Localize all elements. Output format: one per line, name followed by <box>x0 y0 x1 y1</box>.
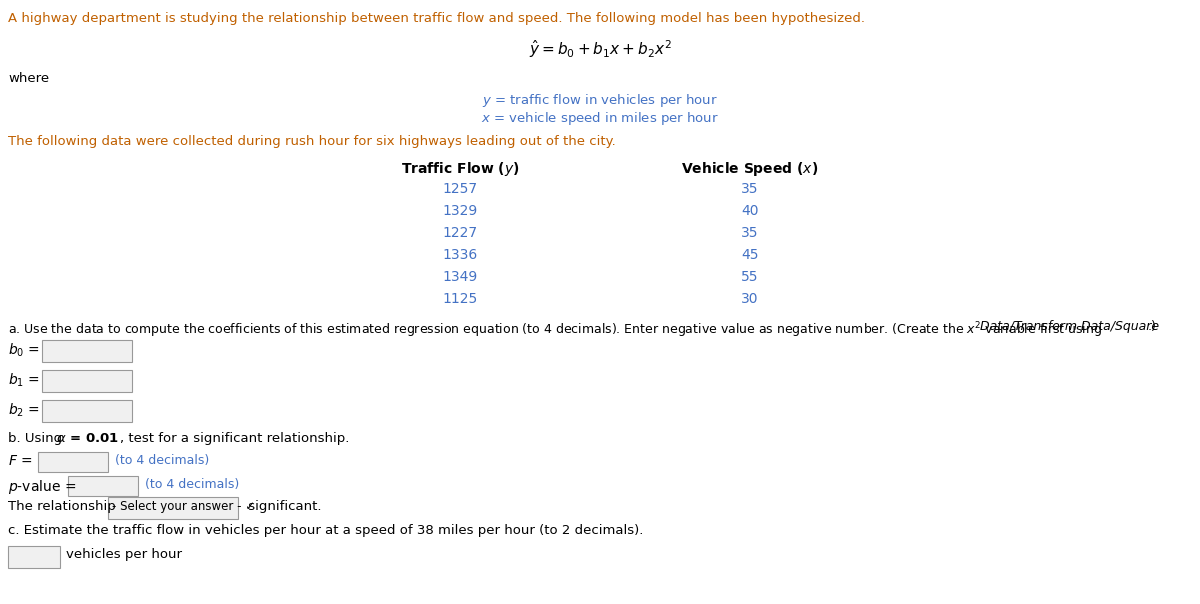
Text: $p$-value =: $p$-value = <box>8 478 77 496</box>
Text: (to 4 decimals): (to 4 decimals) <box>115 454 209 467</box>
Text: $b_0$ =: $b_0$ = <box>8 342 40 359</box>
Text: a. Use the data to compute the coefficients of this estimated regression equatio: a. Use the data to compute the coefficie… <box>8 320 1103 339</box>
Text: 1257: 1257 <box>443 182 478 196</box>
Text: Data/Transform Data/Square: Data/Transform Data/Square <box>980 320 1159 333</box>
Text: 30: 30 <box>742 292 758 306</box>
Text: Traffic Flow ($y$): Traffic Flow ($y$) <box>401 160 520 178</box>
Text: $\hat{y} = b_0 + b_1 x + b_2 x^2$: $\hat{y} = b_0 + b_1 x + b_2 x^2$ <box>529 38 671 60</box>
FancyBboxPatch shape <box>42 370 132 392</box>
Text: $y$ = traffic flow in vehicles per hour: $y$ = traffic flow in vehicles per hour <box>482 92 718 109</box>
FancyBboxPatch shape <box>38 452 108 472</box>
Text: vehicles per hour: vehicles per hour <box>66 548 182 561</box>
Text: significant.: significant. <box>244 500 322 513</box>
Text: 45: 45 <box>742 248 758 262</box>
Text: 35: 35 <box>742 226 758 240</box>
Text: 40: 40 <box>742 204 758 218</box>
Text: where: where <box>8 72 49 85</box>
Text: 1336: 1336 <box>443 248 478 262</box>
Text: 1349: 1349 <box>443 270 478 284</box>
Text: (to 4 decimals): (to 4 decimals) <box>145 478 239 491</box>
Text: $\alpha$ = 0.01: $\alpha$ = 0.01 <box>56 432 119 445</box>
Text: The following data were collected during rush hour for six highways leading out : The following data were collected during… <box>8 135 616 148</box>
FancyBboxPatch shape <box>108 497 238 519</box>
Text: 1227: 1227 <box>443 226 478 240</box>
Text: $x$ = vehicle speed in miles per hour: $x$ = vehicle speed in miles per hour <box>481 110 719 127</box>
Text: .): .) <box>1148 320 1157 333</box>
Text: Vehicle Speed ($x$): Vehicle Speed ($x$) <box>682 160 818 178</box>
FancyBboxPatch shape <box>42 340 132 362</box>
Text: 1329: 1329 <box>443 204 478 218</box>
Text: 55: 55 <box>742 270 758 284</box>
Text: $b_2$ =: $b_2$ = <box>8 402 40 419</box>
Text: A highway department is studying the relationship between traffic flow and speed: A highway department is studying the rel… <box>8 12 865 25</box>
Text: 35: 35 <box>742 182 758 196</box>
Text: c. Estimate the traffic flow in vehicles per hour at a speed of 38 miles per hou: c. Estimate the traffic flow in vehicles… <box>8 524 643 537</box>
Text: $F$ =: $F$ = <box>8 454 32 468</box>
FancyBboxPatch shape <box>42 400 132 422</box>
Text: - Select your answer - ✓: - Select your answer - ✓ <box>112 500 256 513</box>
Text: , test for a significant relationship.: , test for a significant relationship. <box>120 432 349 445</box>
Text: $b_1$ =: $b_1$ = <box>8 372 40 390</box>
Text: The relationship: The relationship <box>8 500 115 513</box>
Text: b. Using: b. Using <box>8 432 66 445</box>
FancyBboxPatch shape <box>8 546 60 568</box>
Text: 1125: 1125 <box>443 292 478 306</box>
FancyBboxPatch shape <box>68 476 138 496</box>
